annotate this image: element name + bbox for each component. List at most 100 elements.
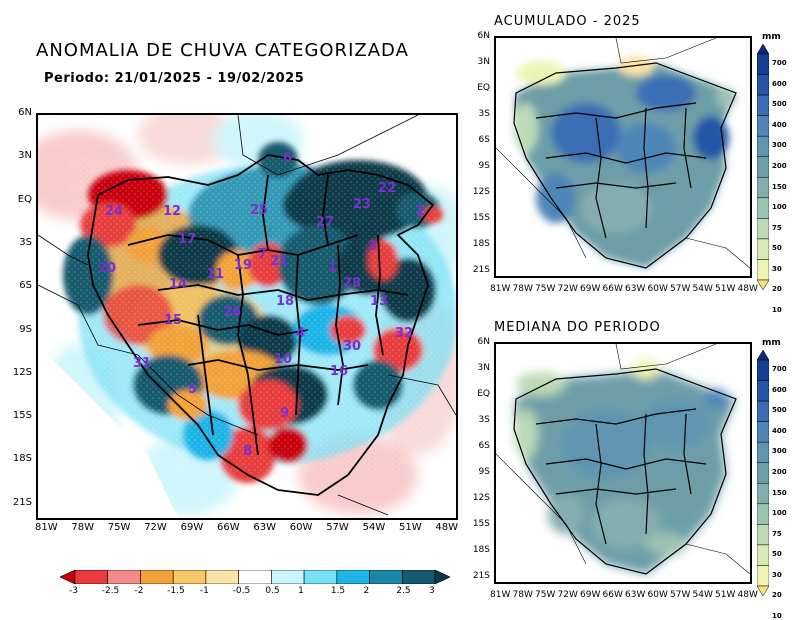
basin-number-11: 11 xyxy=(206,267,224,282)
basin-number-18: 18 xyxy=(276,294,294,309)
colorbar-segment xyxy=(205,570,239,584)
lat-label-top: 18S xyxy=(472,239,490,249)
lat-label: 12S xyxy=(12,366,32,378)
mm-colorbar-label: 30 xyxy=(772,570,782,579)
basin-number-16: 16 xyxy=(330,364,348,379)
lat-label-top: 6N xyxy=(477,31,490,41)
median-title: MEDIANA DO PERIODO xyxy=(494,320,661,335)
basin-number-9: 9 xyxy=(280,406,289,421)
accumulated-title: ACUMULADO - 2025 xyxy=(494,14,641,29)
mm-colorbar-segment xyxy=(757,400,769,422)
lat-label-bot: 6N xyxy=(477,337,490,347)
lon-label-top: 69W xyxy=(580,284,601,294)
lon-label: 72W xyxy=(144,522,167,533)
accumulated-map-canvas xyxy=(496,38,750,276)
lon-label-top: 75W xyxy=(535,284,556,294)
basin-number-12: 12 xyxy=(163,204,181,219)
accumulated-map xyxy=(494,36,752,278)
lon-label-bot: 48W xyxy=(737,590,758,600)
mm-colorbar-label: 30 xyxy=(772,264,782,273)
basin-number-7: 7 xyxy=(258,247,267,262)
basin-number-21: 21 xyxy=(270,254,288,269)
lon-label-top: 54W xyxy=(692,284,713,294)
basin-number-23: 23 xyxy=(353,197,371,212)
lon-label-bot: 60W xyxy=(647,590,668,600)
mm-colorbar-segment xyxy=(757,218,769,240)
colorbar-label: 1 xyxy=(298,586,304,596)
basin-number-28: 28 xyxy=(343,276,361,291)
basin-number-26: 26 xyxy=(223,305,241,320)
lon-label: 75W xyxy=(107,522,131,533)
mm-colorbar-segment xyxy=(757,279,769,290)
lat-label: 18S xyxy=(12,453,32,465)
lat-label-bot: 9S xyxy=(478,467,490,477)
basin-number-3: 3 xyxy=(368,239,377,254)
lat-label-bot: 15S xyxy=(472,519,490,529)
lon-label: 54W xyxy=(362,522,386,533)
lon-label: 66W xyxy=(217,522,240,533)
mm-colorbar-segment xyxy=(757,177,769,199)
mm-colorbar-label: 500 xyxy=(772,406,787,415)
lon-label: 63W xyxy=(253,522,277,533)
anomaly-map: 6 12 25 23 22 24 17 27 3 2 20 14 11 19 21 1 28 13 18 15 26 4 3… xyxy=(36,113,458,520)
colorbar-label: -2 xyxy=(134,586,144,596)
lat-label-top: 3N xyxy=(477,57,490,67)
lat-label-bot: EQ xyxy=(477,389,490,399)
lon-label-bot: 78W xyxy=(512,590,533,600)
mm-colorbar-segment xyxy=(757,483,769,505)
mm-colorbar-segment xyxy=(757,462,769,484)
basin-number-20: 20 xyxy=(98,261,116,276)
mm-colorbar-segment xyxy=(757,135,769,157)
lat-label: 21S xyxy=(12,496,32,508)
lon-label-top: 63W xyxy=(625,284,646,294)
mm-colorbar-label: 150 xyxy=(772,182,787,191)
period-label: Periodo: 21/01/2025 - 19/02/2025 xyxy=(44,71,305,86)
basin-number-15: 15 xyxy=(164,313,182,328)
lat-label-bot: 18S xyxy=(472,545,490,555)
lat-label: 6N xyxy=(18,107,32,118)
anomaly-colorbar xyxy=(60,570,450,584)
basin-number-4: 4 xyxy=(296,326,305,341)
basin-number-13: 13 xyxy=(370,294,388,309)
colorbar-segment xyxy=(369,570,403,584)
lon-label-bot: 75W xyxy=(535,590,556,600)
mm-colorbar-segment xyxy=(757,197,769,219)
mm-colorbar-segment xyxy=(757,585,769,596)
lon-label-bot: 54W xyxy=(692,590,713,600)
lon-label-top: 48W xyxy=(737,284,758,294)
colorbar-segment xyxy=(271,570,305,584)
accumulated-units: mm xyxy=(762,32,781,42)
basin-number-2: 2 xyxy=(416,204,425,219)
mm-colorbar-label: 100 xyxy=(772,203,787,212)
lon-label-top: 51W xyxy=(715,284,736,294)
lat-label-bot: 21S xyxy=(472,571,490,581)
colorbar-label: 0.5 xyxy=(265,586,280,596)
basin-number-14: 14 xyxy=(169,277,187,292)
mm-colorbar-label: 700 xyxy=(772,365,787,374)
lon-label-bot: 63W xyxy=(625,590,646,600)
basin-number-30: 30 xyxy=(343,339,361,354)
colorbar-segment xyxy=(238,570,272,584)
mm-colorbar-label: 400 xyxy=(772,120,787,129)
lat-label-top: 9S xyxy=(478,161,490,171)
mm-colorbar-label: 700 xyxy=(772,59,787,68)
lat-label-bot: 3S xyxy=(478,415,490,425)
colorbar-label: -1.5 xyxy=(167,586,185,596)
colorbar-segment xyxy=(303,570,338,584)
mm-colorbar-label: 100 xyxy=(772,509,787,518)
accumulated-colorbar xyxy=(757,44,769,290)
colorbar-label: 2.5 xyxy=(396,586,411,596)
lon-label: 60W xyxy=(289,522,313,533)
mm-colorbar-segment xyxy=(757,359,769,381)
mm-colorbar-label: 300 xyxy=(772,447,787,456)
colorbar-segment xyxy=(434,570,450,584)
mm-colorbar-segment xyxy=(757,44,769,55)
colorbar-segment xyxy=(74,570,109,584)
lon-label-top: 72W xyxy=(557,284,578,294)
mm-colorbar-segment xyxy=(757,94,769,116)
lon-label: 81W xyxy=(35,522,58,533)
mm-colorbar-segment xyxy=(757,380,769,402)
median-colorbar xyxy=(757,350,769,596)
mm-colorbar-label: 200 xyxy=(772,162,787,170)
lon-label-bot: 69W xyxy=(580,590,601,600)
